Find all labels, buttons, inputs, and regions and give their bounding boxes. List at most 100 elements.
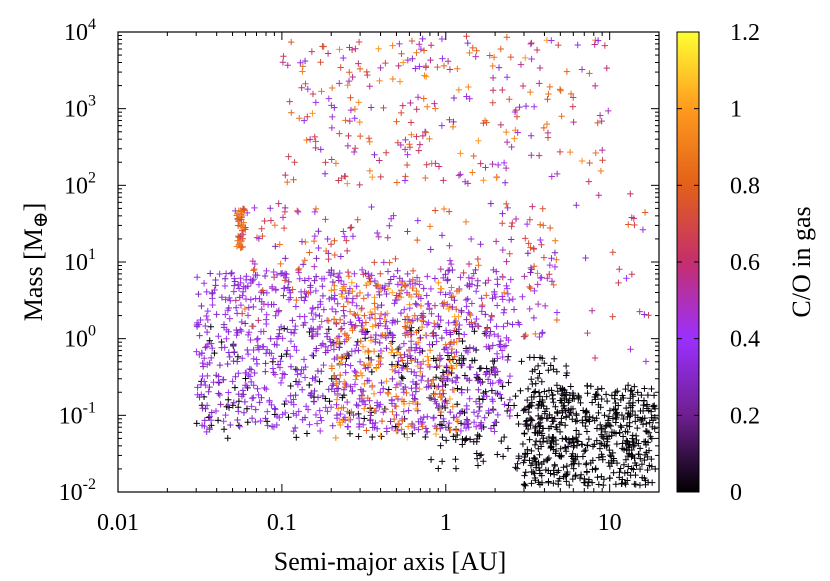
data-point [311, 387, 318, 395]
data-point [237, 301, 245, 309]
data-point [276, 364, 284, 371]
data-point [316, 378, 323, 385]
data-point [310, 398, 317, 405]
data-point [238, 310, 246, 317]
data-point [325, 255, 332, 263]
data-point [426, 135, 433, 143]
data-point [394, 281, 402, 288]
data-point [347, 106, 355, 114]
data-point [489, 62, 496, 70]
data-point [281, 284, 288, 292]
data-point [353, 292, 361, 300]
data-point [236, 241, 243, 249]
data-point [517, 387, 524, 395]
data-point [231, 282, 238, 289]
data-point [304, 113, 311, 120]
data-point [485, 407, 492, 414]
data-point [307, 391, 314, 399]
data-point [232, 297, 240, 304]
data-point [644, 466, 651, 474]
data-point [450, 94, 458, 102]
data-point [311, 376, 319, 384]
data-point [195, 290, 202, 298]
data-point [196, 332, 203, 339]
data-point [326, 398, 333, 405]
data-point [329, 422, 336, 429]
data-point [313, 420, 321, 427]
data-point [636, 465, 644, 473]
data-point [506, 412, 513, 420]
data-point [556, 86, 564, 93]
data-point [366, 408, 373, 415]
data-point [547, 444, 554, 452]
data-point [357, 338, 365, 345]
data-point [355, 423, 363, 431]
data-point [551, 462, 558, 470]
data-point [445, 419, 453, 427]
data-point [444, 276, 451, 283]
data-point [538, 378, 546, 385]
data-point [258, 225, 265, 232]
data-point [420, 95, 427, 102]
data-point [362, 401, 369, 408]
data-point [238, 327, 245, 335]
data-point [407, 318, 415, 326]
data-point [601, 42, 609, 49]
data-point [463, 416, 471, 423]
data-point [627, 346, 634, 353]
data-point [522, 451, 529, 458]
data-point [372, 336, 379, 343]
data-point [545, 387, 553, 394]
data-point [603, 397, 611, 405]
data-point [431, 323, 439, 330]
data-point [353, 401, 360, 409]
data-point [546, 411, 553, 419]
data-point [452, 465, 460, 472]
data-point [561, 422, 569, 429]
data-point [314, 325, 322, 333]
data-point [331, 286, 338, 293]
data-point [284, 178, 291, 186]
data-point [234, 353, 242, 360]
data-point [397, 287, 405, 295]
data-point [641, 474, 648, 482]
data-point [321, 170, 329, 177]
data-point [638, 416, 645, 424]
data-point [395, 380, 403, 387]
data-point [355, 433, 362, 440]
data-point [345, 273, 353, 280]
data-point [489, 74, 497, 82]
data-point [538, 430, 546, 437]
data-point [599, 146, 606, 154]
data-point [619, 440, 626, 447]
data-point [546, 261, 554, 269]
data-point [428, 160, 435, 167]
data-point [629, 399, 637, 406]
data-point [242, 226, 249, 233]
data-point [245, 371, 252, 379]
data-point [496, 377, 503, 384]
data-point [538, 479, 546, 486]
data-point [285, 296, 293, 303]
data-point [389, 408, 396, 415]
data-point [521, 480, 528, 488]
data-point [291, 159, 298, 166]
data-point [371, 315, 379, 322]
data-point [624, 382, 632, 389]
data-point [357, 386, 365, 393]
data-point [422, 425, 430, 432]
data-point [609, 313, 616, 320]
data-point [404, 353, 411, 360]
data-point [465, 260, 473, 268]
data-point [522, 54, 529, 62]
data-point [290, 410, 297, 417]
data-point [525, 240, 532, 247]
data-point [556, 148, 564, 156]
data-point [580, 448, 588, 455]
data-point [258, 306, 265, 313]
data-point [214, 417, 222, 424]
data-point [296, 115, 303, 122]
data-point [207, 417, 215, 424]
data-point [513, 113, 521, 120]
data-point [426, 223, 434, 230]
